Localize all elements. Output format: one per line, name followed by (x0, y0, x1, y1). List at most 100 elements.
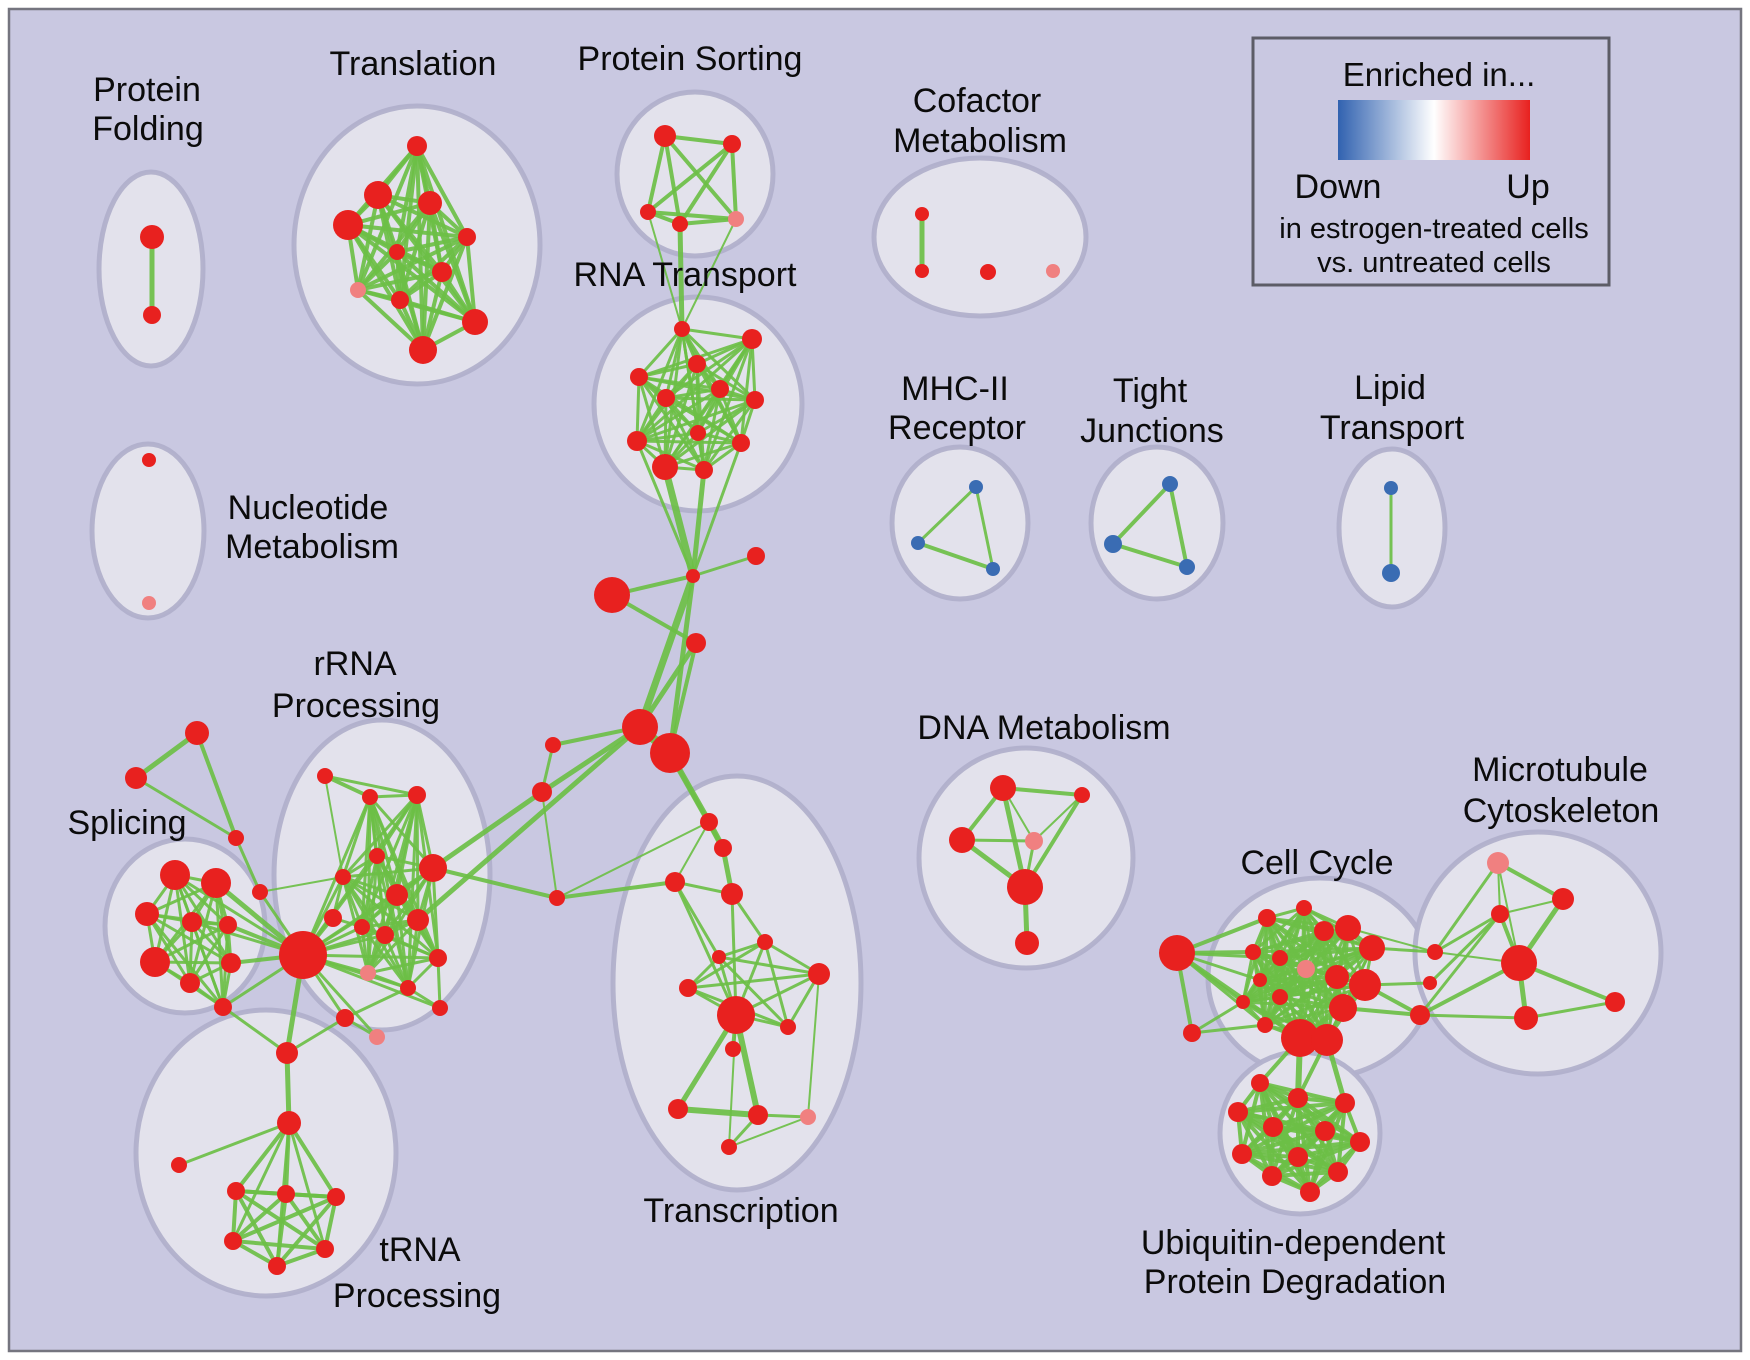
network-edge (636, 572, 697, 731)
network-edge (383, 933, 440, 960)
node-sp1 (160, 860, 190, 890)
cluster-label-microtubule-cytoskeleton-line1: Microtubule (1472, 751, 1648, 789)
network-edge (678, 142, 734, 226)
node-cc12 (1349, 969, 1381, 1001)
cluster-label-trna-processing-line2: Processing (333, 1277, 501, 1315)
network-edge (356, 250, 399, 292)
node-cc5 (1314, 921, 1334, 941)
node-rr6 (419, 854, 447, 882)
node-mt1 (1487, 852, 1509, 874)
network-edge (398, 298, 477, 324)
network-edge (415, 144, 469, 239)
network-edge (323, 774, 372, 799)
node-rr15 (400, 980, 416, 996)
network-edge (730, 892, 738, 1017)
network-edge (717, 955, 790, 1029)
node-cc15 (1272, 989, 1288, 1005)
network-edge (356, 288, 425, 352)
node-sp2 (201, 868, 231, 898)
network-edge (234, 836, 262, 894)
node-mh1 (969, 480, 983, 494)
network-edge (664, 387, 722, 400)
node-tx7 (808, 963, 830, 985)
cluster-label-dna-metabolism-line1: DNA Metabolism (917, 709, 1170, 747)
node-ub5 (1263, 1117, 1283, 1137)
node-tx6 (712, 950, 726, 964)
network-edge (173, 873, 305, 957)
network-edge (717, 940, 767, 959)
node-tx9 (717, 996, 755, 1034)
node-rt11 (652, 454, 678, 480)
network-edge (1418, 1013, 1528, 1020)
network-edge (1111, 542, 1189, 569)
network-edge (664, 396, 757, 402)
network-edge (415, 724, 643, 923)
nodes-layer (125, 125, 1625, 1275)
network-edge (221, 1005, 289, 1055)
network-edge (231, 1195, 338, 1243)
network-edge (356, 270, 444, 292)
node-rr18 (369, 1029, 385, 1045)
node-rt3 (688, 355, 706, 373)
network-edge (406, 793, 419, 990)
node-cc6 (1335, 915, 1361, 941)
network-edge (231, 1121, 291, 1243)
node-rt9 (627, 431, 647, 451)
network-edge (663, 134, 682, 226)
node-tx8 (679, 979, 697, 997)
node-cc7 (1359, 935, 1385, 961)
network-edge (287, 1121, 338, 1199)
node-rx0 (252, 884, 268, 900)
network-edge (807, 973, 820, 1118)
node-b1 (622, 709, 658, 745)
network-edge (145, 912, 233, 965)
node-cc14 (1236, 995, 1250, 1009)
network-edge (275, 1195, 338, 1268)
network-edge (1033, 794, 1083, 842)
node-t7 (432, 262, 452, 282)
node-s4 (549, 890, 565, 906)
legend-subtitle-line1: in estrogen-treated cells (1279, 213, 1589, 245)
network-edge (690, 467, 707, 579)
node-s2 (532, 782, 552, 802)
network-edge (555, 880, 677, 900)
network-edge (686, 972, 821, 990)
cluster-label-rna-transport-line1: RNA Transport (574, 256, 798, 294)
node-tx4 (721, 883, 743, 905)
node-rt7 (657, 389, 675, 407)
node-ub4 (1228, 1102, 1248, 1122)
node-cf4 (1046, 264, 1060, 278)
network-edge (646, 210, 738, 221)
cluster-label-nucleotide-metabolism-line2: Metabolism (225, 528, 399, 566)
cluster-label-tight-junctions-line2: Junctions (1080, 412, 1224, 450)
network-edge (717, 955, 821, 976)
network-edge (663, 134, 734, 146)
network-edge (341, 793, 419, 879)
node-cc2 (1183, 1024, 1201, 1042)
node-tx2 (714, 839, 732, 857)
network-edge (702, 337, 754, 472)
network-edge (1433, 861, 1500, 954)
network-edge (1308, 1129, 1327, 1194)
node-ps4 (672, 216, 688, 232)
network-edge (635, 398, 757, 443)
node-rt8 (690, 425, 706, 441)
node-t11 (409, 336, 437, 364)
network-edge (691, 441, 743, 578)
network-edge (681, 218, 737, 330)
node-t1 (407, 136, 427, 156)
cluster-label-ubiquitin-degradation-line2: Protein Degradation (1144, 1263, 1446, 1301)
cluster-label-protein-sorting-line1: Protein Sorting (578, 40, 803, 78)
network-edge (133, 730, 200, 781)
node-tx11 (725, 1041, 741, 1057)
cluster-label-microtubule-cytoskeleton-line2: Cytoskeleton (1463, 792, 1660, 830)
network-edge (214, 881, 225, 1009)
node-h2 (747, 547, 765, 565)
node-ub9 (1288, 1147, 1308, 1167)
legend-title: Enriched in... (1343, 56, 1536, 93)
network-edge (190, 920, 225, 1009)
network-edge (1001, 786, 1084, 797)
network-edge (1111, 482, 1172, 546)
network-edge (341, 866, 435, 879)
network-edge (346, 223, 477, 324)
